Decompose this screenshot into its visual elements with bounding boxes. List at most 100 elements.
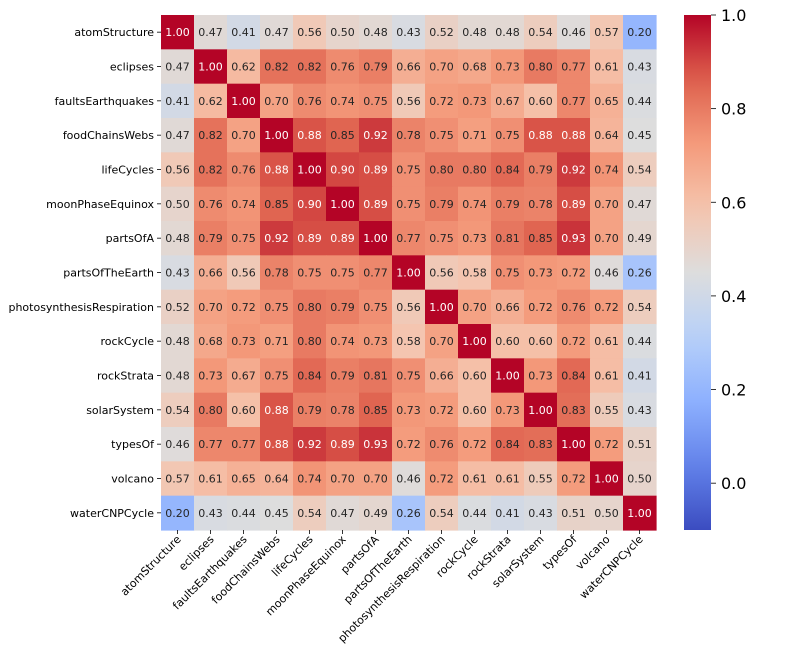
cell-value-label: 0.26 — [396, 507, 421, 520]
cell-value-label: 0.47 — [198, 26, 223, 39]
heatmap-cell — [590, 358, 624, 394]
cell-value-label: 0.66 — [396, 61, 421, 74]
cell-value-label: 0.48 — [462, 26, 487, 39]
cell-value-label: 0.48 — [165, 335, 190, 348]
cell-value-label: 0.60 — [495, 335, 520, 348]
heatmap-cells — [161, 15, 657, 531]
cell-value-label: 0.70 — [594, 198, 619, 211]
cell-value-label: 0.76 — [198, 198, 223, 211]
cell-value-label: 0.70 — [594, 232, 619, 245]
heatmap-cell — [524, 49, 558, 85]
heatmap-cell — [227, 324, 261, 359]
heatmap-cell — [392, 15, 426, 50]
cell-value-label: 0.80 — [528, 61, 553, 74]
heatmap-cell — [458, 427, 492, 462]
cell-value-label: 0.73 — [462, 232, 487, 245]
cell-value-label: 0.82 — [198, 164, 223, 177]
heatmap-cell — [491, 427, 525, 462]
cell-value-label: 0.64 — [264, 473, 289, 486]
heatmap-cell — [260, 221, 294, 256]
cell-value-label: 0.89 — [561, 198, 586, 211]
heatmap-cell — [458, 461, 492, 497]
heatmap-cell — [623, 49, 657, 85]
heatmap-cell — [557, 15, 591, 50]
cell-value-label: 0.84 — [495, 164, 520, 177]
cell-value-label: 0.84 — [561, 370, 586, 383]
cell-value-label: 0.72 — [429, 473, 454, 486]
heatmap-cell — [194, 118, 228, 153]
heatmap-cell — [326, 289, 360, 325]
cell-value-label: 0.90 — [330, 164, 355, 177]
cell-value-label: 0.57 — [594, 26, 619, 39]
colorbar: 0.0 0.2 0.4 0.6 0.8 1.0 — [684, 6, 746, 530]
cell-value-label: 0.72 — [396, 438, 421, 451]
cell-value-label: 0.48 — [165, 232, 190, 245]
cell-value-label: 0.51 — [627, 438, 652, 451]
heatmap-cell — [326, 495, 360, 531]
cell-value-label: 0.56 — [396, 301, 421, 314]
heatmap-cell — [491, 221, 525, 256]
cell-value-label: 0.61 — [495, 473, 520, 486]
cell-value-label: 0.77 — [561, 95, 586, 108]
heatmap-cell — [161, 83, 195, 119]
heatmap-cell — [161, 392, 195, 428]
cell-value-label: 0.85 — [264, 198, 289, 211]
heatmap-cell — [392, 495, 426, 531]
heatmap-cell — [590, 324, 624, 359]
heatmap-cell — [227, 427, 261, 462]
cell-value-label: 0.79 — [495, 198, 520, 211]
cell-value-label: 0.52 — [429, 26, 454, 39]
cell-value-label: 0.66 — [429, 370, 454, 383]
cell-value-label: 0.43 — [627, 404, 652, 417]
heatmap-cell — [194, 427, 228, 462]
cell-value-label: 1.00 — [330, 198, 355, 211]
heatmap-cell — [458, 49, 492, 85]
cell-value-label: 0.92 — [561, 164, 586, 177]
heatmap-cell — [260, 324, 294, 359]
cell-value-label: 0.56 — [231, 267, 256, 280]
cell-value-label: 1.00 — [594, 473, 619, 486]
cell-value-label: 1.00 — [561, 438, 586, 451]
x-tick-label: atomStructure — [118, 533, 184, 599]
cell-value-label: 0.61 — [594, 370, 619, 383]
heatmap-cell — [491, 324, 525, 359]
heatmap-cell — [623, 358, 657, 394]
heatmap-cell — [491, 186, 525, 222]
cell-value-label: 0.60 — [231, 404, 256, 417]
cell-value-label: 1.00 — [627, 507, 652, 520]
cell-value-label: 0.61 — [198, 473, 223, 486]
heatmap-cell — [491, 152, 525, 188]
cell-value-label: 0.70 — [330, 473, 355, 486]
heatmap-cell — [392, 255, 426, 291]
heatmap-cell — [260, 392, 294, 428]
y-tick-label: partsOfA — [106, 232, 155, 245]
cell-value-label: 0.75 — [363, 301, 388, 314]
heatmap-cell — [293, 186, 327, 222]
colorbar-tick-label: 0.0 — [721, 474, 746, 493]
cell-value-label: 0.54 — [528, 26, 553, 39]
heatmap-cell — [227, 461, 261, 497]
cell-value-label: 0.92 — [264, 232, 289, 245]
heatmap-cell — [590, 392, 624, 428]
heatmap-cell — [359, 289, 393, 325]
heatmap-cell — [392, 152, 426, 188]
cell-value-label: 0.72 — [429, 404, 454, 417]
cell-value-label: 0.75 — [297, 267, 322, 280]
heatmap-cell — [326, 255, 360, 291]
heatmap-cell — [194, 495, 228, 531]
heatmap-cell — [557, 118, 591, 153]
heatmap-cell — [161, 358, 195, 394]
cell-value-label: 0.61 — [594, 61, 619, 74]
heatmap-cell — [260, 49, 294, 85]
cell-value-label: 0.48 — [495, 26, 520, 39]
heatmap-cell — [524, 83, 558, 119]
heatmap-cell — [524, 221, 558, 256]
cell-value-label: 0.49 — [363, 507, 388, 520]
cell-value-label: 0.65 — [231, 473, 256, 486]
x-axis: atomStructureeclipsesfaultsEarthquakesfo… — [118, 530, 646, 645]
heatmap-cell — [524, 358, 558, 394]
heatmap-cell — [425, 186, 459, 222]
cell-value-label: 0.80 — [429, 164, 454, 177]
colorbar-tick-label: 1.0 — [721, 6, 746, 25]
cell-value-label: 0.78 — [264, 267, 289, 280]
